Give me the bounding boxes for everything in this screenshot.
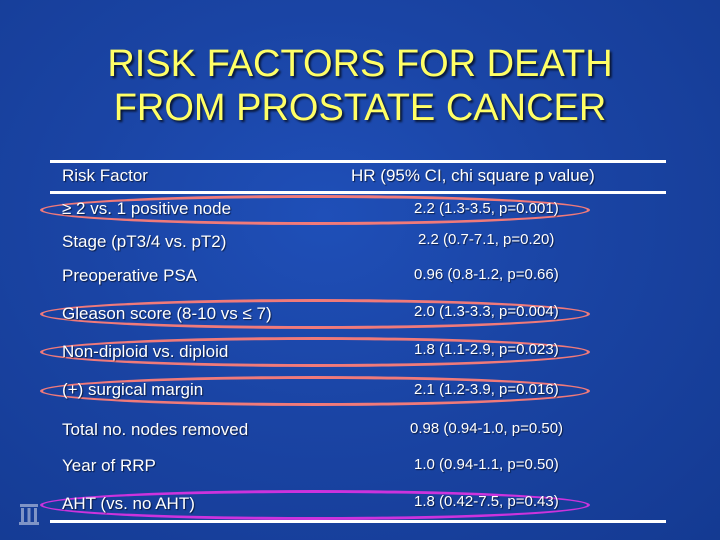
hr-cell: 1.8 (0.42-7.5, p=0.43) [414, 493, 559, 510]
header-risk-factor: Risk Factor [62, 166, 148, 185]
table-bottom-rule [50, 520, 666, 523]
risk-factor-cell: Total no. nodes removed [62, 420, 249, 439]
risk-factor-cell: Year of RRP [62, 456, 156, 475]
hr-cell: 0.96 (0.8-1.2, p=0.66) [414, 266, 559, 283]
hr-cell: 2.1 (1.2-3.9, p=0.016) [414, 381, 559, 398]
risk-factor-cell: AHT (vs. no AHT) [62, 494, 195, 513]
title-line-2: FROM PROSTATE CANCER [113, 87, 607, 129]
risk-factor-cell: ≥ 2 vs. 1 positive node [62, 199, 232, 218]
table-header-rule [50, 191, 666, 194]
table-row: Non-diploid vs. diploid 1.8 (1.1-2.9, p=… [0, 337, 720, 367]
table-row: ≥ 2 vs. 1 positive node 2.2 (1.3-3.5, p=… [0, 195, 720, 225]
risk-factor-cell: (+) surgical margin [62, 380, 204, 399]
risk-factor-cell: Non-diploid vs. diploid [62, 342, 229, 361]
table-row: Stage (pT3/4 vs. pT2) 2.2 (0.7-7.1, p=0.… [0, 228, 720, 258]
header-hr: HR (95% CI, chi square p value) [351, 166, 595, 185]
hr-cell: 1.0 (0.94-1.1, p=0.50) [414, 456, 559, 473]
hr-cell: 2.0 (1.3-3.3, p=0.004) [414, 303, 559, 320]
table-row: Gleason score (8-10 vs ≤ 7) 2.0 (1.3-3.3… [0, 299, 720, 329]
table-row: Preoperative PSA 0.96 (0.8-1.2, p=0.66) [0, 262, 720, 292]
hr-cell: 0.98 (0.94-1.0, p=0.50) [410, 420, 564, 437]
slide-title: RISK FACTORS FOR DEATH FROM PROSTATE CAN… [0, 42, 720, 130]
risk-factor-cell: Stage (pT3/4 vs. pT2) [62, 232, 227, 251]
table-row: (+) surgical margin 2.1 (1.2-3.9, p=0.01… [0, 376, 720, 406]
risk-factor-cell: Gleason score (8-10 vs ≤ 7) [62, 304, 272, 323]
table-row: AHT (vs. no AHT) 1.8 (0.42-7.5, p=0.43) [0, 490, 720, 520]
institution-logo-icon [18, 502, 40, 526]
table-row: Year of RRP 1.0 (0.94-1.1, p=0.50) [0, 453, 720, 483]
table-row: Total no. nodes removed 0.98 (0.94-1.0, … [0, 416, 720, 446]
hr-cell: 2.2 (0.7-7.1, p=0.20) [418, 231, 555, 248]
title-line-1: RISK FACTORS FOR DEATH [107, 43, 613, 85]
hr-cell: 2.2 (1.3-3.5, p=0.001) [414, 200, 559, 217]
risk-factor-cell: Preoperative PSA [62, 266, 198, 285]
table-top-rule [50, 160, 666, 163]
hr-cell: 1.8 (1.1-2.9, p=0.023) [414, 341, 559, 358]
